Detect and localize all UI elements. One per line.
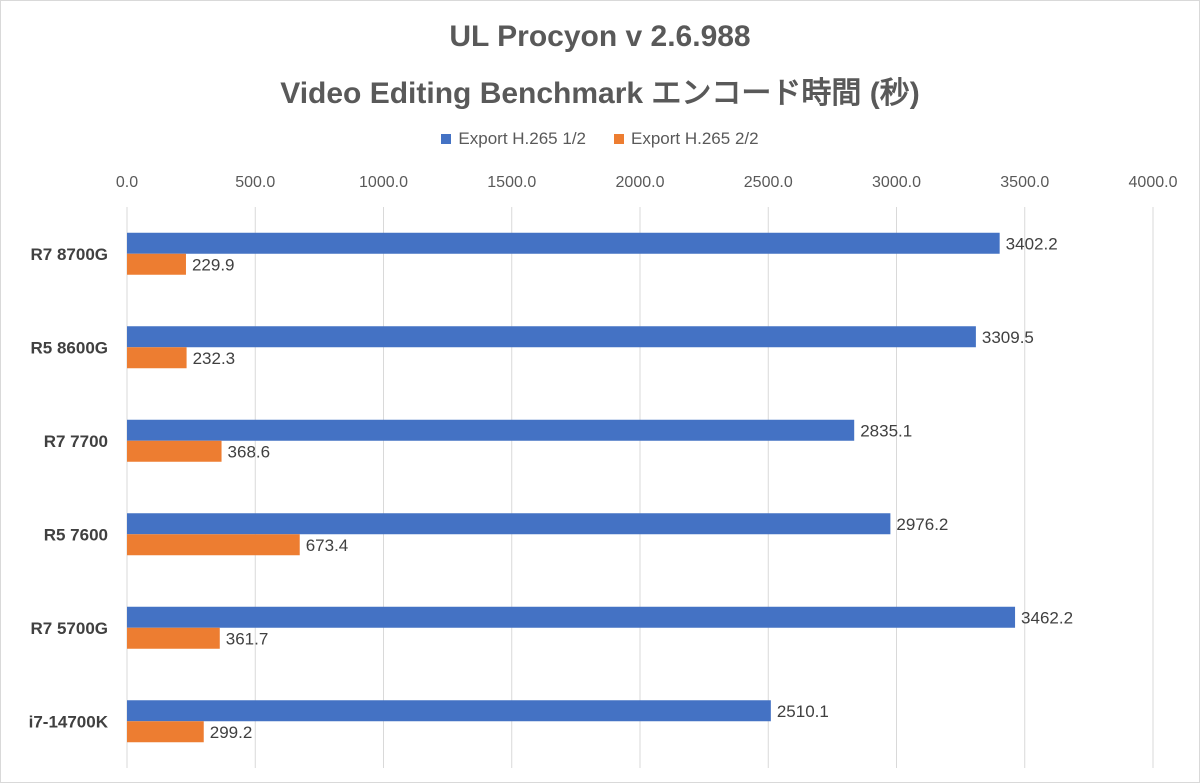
bar-series-2	[127, 347, 187, 369]
bar-series-1	[127, 419, 855, 441]
bar-series-1	[127, 513, 891, 535]
category-label: i7-14700K	[29, 712, 109, 731]
bar-series-1	[127, 700, 771, 722]
x-tick-label: 2500.0	[744, 174, 793, 191]
data-label: 3462.2	[1021, 608, 1073, 627]
legend-item-series-2: Export H.265 2/2	[614, 129, 759, 149]
legend-swatch-series-1	[441, 134, 452, 144]
data-label: 232.3	[193, 349, 236, 368]
legend-swatch-series-2	[614, 134, 624, 144]
category-label: R5 7600	[44, 525, 108, 544]
bar-series-1	[127, 326, 976, 348]
x-tick-label: 0.0	[116, 174, 138, 191]
x-tick-label: 4000.0	[1129, 174, 1178, 191]
category-label: R5 8600G	[31, 338, 109, 357]
data-label: 673.4	[306, 536, 349, 555]
data-label: 2835.1	[860, 421, 912, 440]
bar-series-2	[127, 440, 222, 462]
category-label: R7 8700G	[31, 245, 109, 264]
x-tick-label: 1500.0	[487, 174, 536, 191]
data-label: 229.9	[192, 255, 235, 274]
x-tick-label: 3500.0	[1000, 174, 1049, 191]
data-label: 3402.2	[1006, 234, 1058, 253]
data-label: 2976.2	[896, 515, 948, 534]
chart-subtitle: Video Editing Benchmark エンコード時間 (秒)	[280, 77, 920, 110]
bar-series-2	[127, 534, 300, 556]
data-label: 368.6	[228, 442, 271, 461]
bar-series-1	[127, 606, 1016, 628]
legend-label-series-1: Export H.265 1/2	[458, 129, 586, 148]
data-label: 361.7	[226, 629, 269, 648]
bar-series-2	[127, 627, 220, 649]
category-label: R7 7700	[44, 432, 108, 451]
bar-series-2	[127, 253, 186, 275]
x-tick-label: 500.0	[235, 174, 275, 191]
x-tick-label: 3000.0	[872, 174, 921, 191]
category-label: R7 5700G	[31, 619, 109, 638]
x-tick-label: 1000.0	[359, 174, 408, 191]
bar-series-1	[127, 232, 1000, 254]
chart-title: UL Procyon v 2.6.988	[449, 20, 751, 53]
data-label: 299.2	[210, 723, 253, 742]
legend-label-series-2: Export H.265 2/2	[631, 129, 759, 148]
data-label: 2510.1	[777, 702, 829, 721]
bar-series-2	[127, 721, 204, 743]
x-tick-label: 2000.0	[616, 174, 665, 191]
data-label: 3309.5	[982, 328, 1034, 347]
legend-item-series-1: Export H.265 1/2	[441, 129, 586, 149]
legend: Export H.265 1/2 Export H.265 2/2	[0, 129, 1200, 149]
